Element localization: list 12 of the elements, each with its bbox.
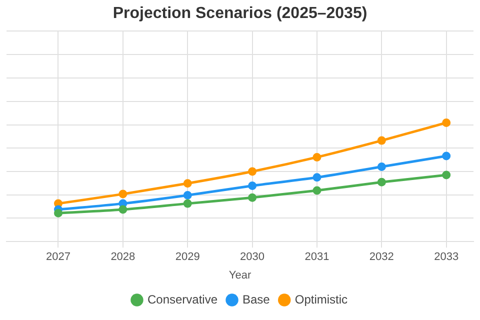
- legend-label: Base: [242, 292, 270, 306]
- x-tick-label: 2030: [240, 251, 265, 264]
- legend-label: Optimistic: [294, 292, 348, 306]
- x-tick-label: 2032: [369, 251, 394, 264]
- x-tick-label: 2031: [304, 251, 330, 264]
- legend-label: Conservative: [147, 292, 218, 306]
- x-axis-title: Year: [228, 269, 252, 282]
- x-tick-label: 2033: [434, 251, 459, 264]
- chart-title: Projection Scenarios (2025–2035): [112, 5, 368, 22]
- x-tick-label: 2028: [110, 251, 136, 264]
- x-tick-label: 2029: [175, 251, 200, 264]
- x-tick-label: 2027: [46, 251, 70, 264]
